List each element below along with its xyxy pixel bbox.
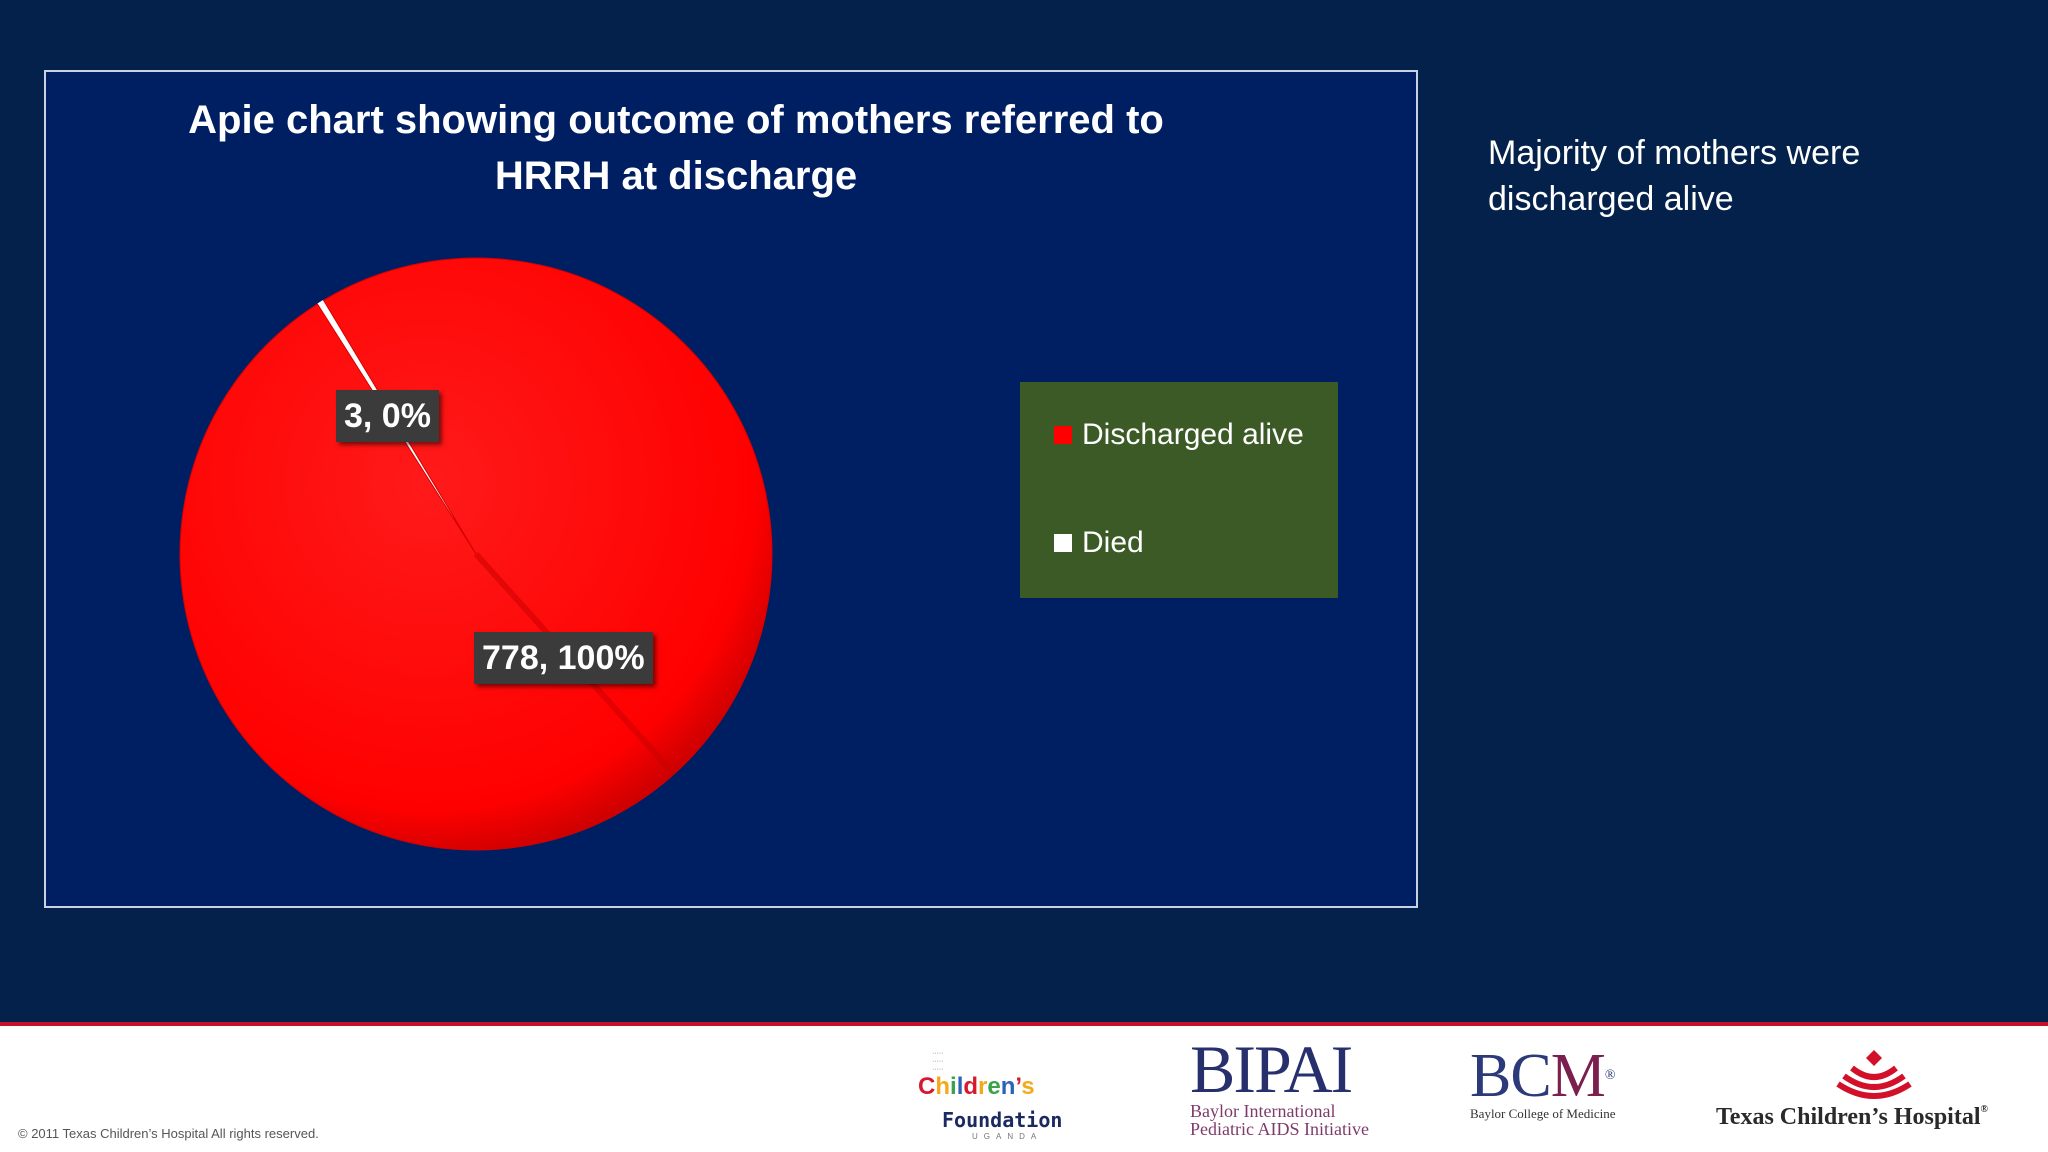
cf-logo-foundation: Foundation	[942, 1108, 1063, 1132]
bipai-subtitle-2: Pediatric AIDS Initiative	[1190, 1119, 1369, 1139]
tch-emblem-icon	[1836, 1050, 1912, 1099]
copyright-text: © 2011 Texas Children’s Hospital All rig…	[18, 1126, 319, 1141]
chart-frame: Apie chart showing outcome of mothers re…	[44, 70, 1418, 908]
legend-item-discharged-alive: Discharged alive	[1054, 418, 1304, 452]
childrens-foundation-logo: ····· ····· ····· Children’s Foundation UG…	[906, 1036, 1086, 1148]
legend-label-discharged-alive: Discharged alive	[1082, 418, 1304, 451]
legend-swatch-died	[1054, 534, 1072, 552]
bcm-logo: BCM® Baylor College of Medicine	[1470, 1042, 1670, 1146]
bcm-wordmark: BCM®	[1470, 1042, 1615, 1110]
legend-item-died: Died	[1054, 526, 1144, 560]
tch-wordmark: Texas Children’s Hospital®	[1716, 1104, 1988, 1130]
side-note: Majority of mothers were discharged aliv…	[1488, 134, 1861, 218]
chart-legend: Discharged alive Died	[1020, 382, 1338, 598]
chart-title: Apie chart showing outcome of mothers re…	[188, 98, 1164, 198]
footer-bar: © 2011 Texas Children’s Hospital All rig…	[0, 1022, 2048, 1152]
cf-logo-small-text: ····· ····· ·····	[932, 1050, 944, 1073]
bipai-wordmark: BIPAI	[1190, 1031, 1353, 1107]
bipai-logo: BIPAI Baylor International Pediatric AID…	[1190, 1031, 1420, 1152]
bcm-subtitle: Baylor College of Medicine	[1470, 1106, 1616, 1121]
pie-slice-discharged-alive	[179, 257, 773, 851]
cf-logo-wordmark: Children’s	[918, 1073, 1035, 1100]
bipai-subtitle-1: Baylor International	[1190, 1101, 1336, 1121]
data-label-died: 3, 0%	[336, 390, 439, 442]
cf-logo-uganda: UGANDA	[972, 1132, 1043, 1141]
legend-label-died: Died	[1082, 526, 1144, 559]
legend-swatch-discharged-alive	[1054, 426, 1072, 444]
texas-childrens-hospital-logo: Texas Children’s Hospital®	[1714, 1044, 2034, 1144]
data-label-discharged-alive: 778, 100%	[474, 632, 653, 684]
